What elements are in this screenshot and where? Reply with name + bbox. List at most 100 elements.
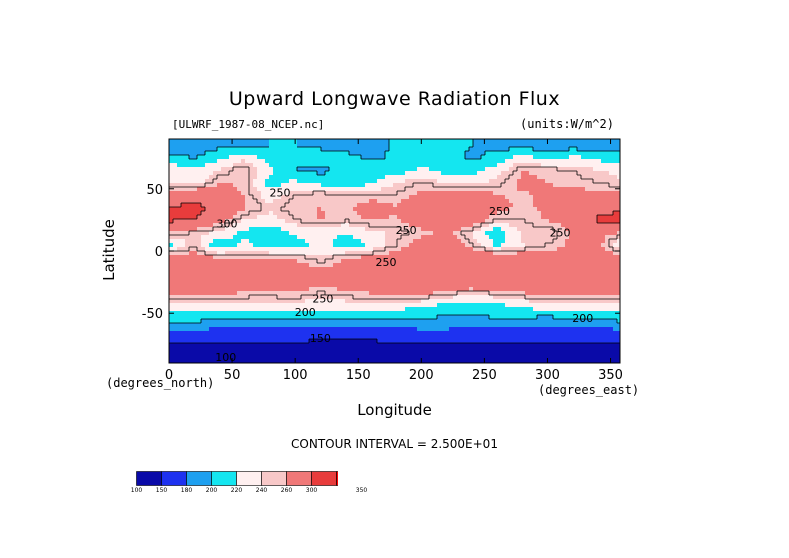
heatmap-cell — [485, 167, 490, 172]
heatmap-cell — [257, 163, 262, 168]
heatmap-cell — [529, 163, 534, 168]
heatmap-cell — [285, 279, 290, 284]
heatmap-cell — [205, 207, 210, 212]
heatmap-cell — [193, 263, 198, 268]
heatmap-cell — [329, 171, 334, 176]
heatmap-cell — [581, 295, 586, 300]
heatmap-cell — [225, 139, 230, 144]
heatmap-cell — [545, 291, 550, 296]
heatmap-cell — [425, 235, 430, 240]
heatmap-cell — [169, 147, 174, 152]
heatmap-cell — [405, 187, 410, 192]
heatmap-cell — [397, 191, 402, 196]
heatmap-cell — [237, 195, 242, 200]
heatmap-cell — [213, 195, 218, 200]
heatmap-cell — [241, 187, 246, 192]
heatmap-cell — [185, 187, 190, 192]
heatmap-cell — [581, 199, 586, 204]
heatmap-cell — [305, 311, 310, 316]
heatmap-cell — [365, 179, 370, 184]
heatmap-cell — [329, 283, 334, 288]
heatmap-cell — [597, 147, 602, 152]
heatmap-cell — [461, 159, 466, 164]
heatmap-cell — [605, 215, 610, 220]
heatmap-cell — [601, 243, 606, 248]
heatmap-cell — [481, 147, 486, 152]
heatmap-cell — [545, 215, 550, 220]
heatmap-cell — [461, 147, 466, 152]
heatmap-cell — [445, 199, 450, 204]
heatmap-cell — [273, 183, 278, 188]
heatmap-cell — [297, 243, 302, 248]
heatmap-cell — [577, 223, 582, 228]
heatmap-cell — [481, 183, 486, 188]
heatmap-cell — [317, 195, 322, 200]
heatmap-cell — [213, 235, 218, 240]
heatmap-cell — [285, 251, 290, 256]
heatmap-cell — [369, 175, 374, 180]
heatmap-cell — [361, 231, 366, 236]
heatmap-cell — [605, 179, 610, 184]
heatmap-cell — [381, 167, 386, 172]
heatmap-cell — [549, 307, 554, 312]
heatmap-cell — [301, 191, 306, 196]
heatmap-cell — [605, 199, 610, 204]
heatmap-cell — [241, 299, 246, 304]
heatmap-cell — [393, 191, 398, 196]
heatmap-cell — [345, 299, 350, 304]
heatmap-cell — [589, 255, 594, 260]
heatmap-cell — [289, 307, 294, 312]
heatmap-cell — [529, 279, 534, 284]
heatmap-cell — [185, 283, 190, 288]
heatmap-cell — [561, 267, 566, 272]
heatmap-cell — [345, 191, 350, 196]
heatmap-cell — [417, 291, 422, 296]
heatmap-cell — [453, 271, 458, 276]
heatmap-cell — [405, 163, 410, 168]
heatmap-cell — [277, 163, 282, 168]
heatmap-cell — [565, 271, 570, 276]
heatmap-cell — [549, 195, 554, 200]
heatmap-cell — [181, 231, 186, 236]
heatmap-cell — [185, 191, 190, 196]
heatmap-cell — [313, 139, 318, 144]
heatmap-cell — [445, 243, 450, 248]
heatmap-cell — [201, 267, 206, 272]
heatmap-cell — [513, 223, 518, 228]
heatmap-cell — [489, 143, 494, 148]
heatmap-cell — [173, 159, 178, 164]
heatmap-cell — [341, 167, 346, 172]
heatmap-cell — [397, 243, 402, 248]
heatmap-cell — [337, 143, 342, 148]
heatmap-cell — [553, 215, 558, 220]
heatmap-cell — [205, 263, 210, 268]
heatmap-cell — [309, 243, 314, 248]
heatmap-cell — [345, 155, 350, 160]
heatmap-cell — [297, 187, 302, 192]
heatmap-cell — [485, 223, 490, 228]
heatmap-cell — [425, 247, 430, 252]
heatmap-cell — [289, 211, 294, 216]
heatmap-cell — [321, 203, 326, 208]
heatmap-cell — [453, 143, 458, 148]
heatmap-cell — [537, 215, 542, 220]
heatmap-cell — [369, 199, 374, 204]
heatmap-cell — [429, 251, 434, 256]
heatmap-cell — [221, 171, 226, 176]
heatmap-cell — [553, 307, 558, 312]
heatmap-cell — [381, 307, 386, 312]
heatmap-cell — [209, 267, 214, 272]
heatmap-cell — [577, 271, 582, 276]
heatmap-cell — [385, 195, 390, 200]
heatmap-cell — [541, 207, 546, 212]
heatmap-cell — [333, 147, 338, 152]
heatmap-cell — [417, 159, 422, 164]
heatmap-cell — [265, 151, 270, 156]
heatmap-cell — [357, 151, 362, 156]
heatmap-cell — [517, 147, 522, 152]
heatmap-cell — [397, 291, 402, 296]
heatmap-cell — [209, 139, 214, 144]
heatmap-cell — [169, 167, 174, 172]
heatmap-cell — [373, 183, 378, 188]
heatmap-cell — [289, 283, 294, 288]
